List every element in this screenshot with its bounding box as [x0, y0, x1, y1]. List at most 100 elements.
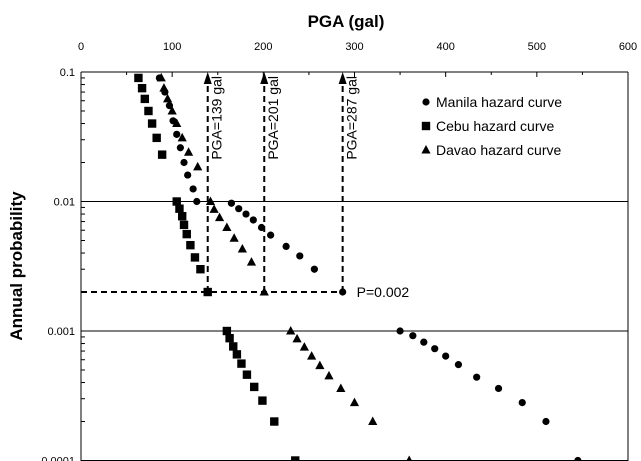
y-tick-label: 0.01: [54, 197, 75, 209]
data-point-triangle: [246, 257, 257, 266]
y-tick-label: 0.1: [60, 67, 75, 79]
data-point-triangle: [159, 83, 169, 92]
data-point-circle: [409, 332, 417, 340]
data-point-triangle: [406, 455, 413, 461]
annotation-label: PGA=139 gal: [209, 76, 225, 160]
data-point-circle: [542, 417, 550, 426]
x-tick-label: 200: [254, 41, 272, 53]
data-point-circle: [396, 327, 404, 335]
data-point-triangle: [292, 333, 302, 343]
legend-marker-circle: [422, 98, 430, 106]
data-point-circle: [310, 265, 318, 273]
legend-marker-triangle: [421, 145, 431, 154]
data-point-square: [250, 382, 259, 392]
y-tick-label: 0.0001: [41, 456, 75, 461]
data-point-circle: [296, 252, 304, 260]
data-point-circle: [431, 345, 439, 353]
data-point-triangle: [205, 196, 216, 205]
data-point-square: [134, 73, 143, 83]
data-point-triangle: [336, 383, 346, 392]
data-point-square: [196, 265, 205, 274]
data-point-circle: [494, 384, 503, 393]
x-tick-label: 300: [345, 41, 363, 53]
arrow-head: [203, 72, 212, 84]
data-point-triangle: [315, 360, 325, 370]
data-point-circle: [242, 210, 250, 218]
data-point-circle: [173, 130, 181, 138]
data-point-triangle: [299, 342, 309, 351]
data-point-square: [140, 94, 150, 104]
data-point-triangle: [237, 243, 247, 253]
legend-marker-square: [421, 121, 431, 131]
y-tick-label: 0.001: [47, 326, 75, 338]
data-point-square: [186, 240, 195, 250]
x-tick-label: 400: [436, 41, 454, 53]
annotation-label: P=0.002: [357, 284, 410, 300]
data-point-circle: [339, 288, 347, 296]
data-point-circle: [282, 242, 290, 251]
data-point-square: [182, 229, 191, 239]
data-point-square: [242, 370, 252, 379]
data-point-square: [229, 342, 238, 351]
data-point-circle: [257, 223, 266, 232]
data-point-square: [258, 396, 267, 405]
data-point-triangle: [286, 326, 296, 335]
data-point-circle: [442, 352, 450, 360]
data-point-triangle: [349, 397, 360, 407]
data-point-square: [270, 417, 279, 426]
legend: Manila hazard curve Cebu hazard curve Dava…: [421, 94, 562, 158]
data-point-triangle: [167, 105, 177, 115]
data-point-square: [237, 359, 246, 368]
data-point-square: [232, 350, 242, 359]
annotation-label: PGA=201 gal: [265, 76, 281, 160]
data-point-triangle: [209, 204, 219, 213]
x-axis-title: PGA (gal): [308, 12, 385, 31]
data-point-circle: [473, 373, 481, 381]
data-point-triangle: [156, 72, 166, 82]
data-point-triangle: [177, 132, 187, 142]
x-tick-label: 500: [528, 41, 546, 53]
data-point-square: [172, 197, 181, 206]
data-point-circle: [574, 456, 582, 461]
data-point-circle: [518, 398, 526, 407]
data-point-square: [147, 119, 157, 128]
data-point-circle: [165, 102, 174, 110]
data-point-triangle: [214, 212, 225, 222]
axes: 0.1 0.01 0.001 0.0001 0 100 200 300 400 500 600: [41, 41, 637, 461]
data-point-triangle: [222, 222, 232, 231]
data-points: [134, 72, 582, 461]
data-point-square: [175, 204, 184, 213]
data-point-triangle: [183, 147, 194, 156]
data-point-circle: [267, 231, 275, 239]
data-point-circle: [193, 197, 201, 206]
data-point-circle: [227, 199, 236, 207]
annotation-label: PGA=287 gal: [344, 76, 360, 160]
data-point-circle: [184, 171, 192, 179]
data-point-triangle: [259, 287, 269, 296]
data-point-square: [137, 83, 147, 93]
data-point-triangle: [324, 370, 334, 380]
data-point-square: [152, 133, 161, 143]
data-point-circle: [249, 216, 257, 224]
reference-lines: PGA=139 gal PGA=201 gal PGA=287 gal P=0.002: [81, 72, 409, 300]
data-point-triangle: [229, 233, 239, 242]
arrow-head: [260, 72, 269, 84]
data-point-square: [203, 287, 212, 297]
data-point-circle: [189, 185, 197, 193]
legend-label: Cebu hazard curve: [436, 118, 555, 134]
data-point-square: [190, 253, 200, 262]
x-tick-label: 0: [78, 41, 84, 53]
data-point-triangle: [368, 416, 378, 426]
data-point-square: [177, 211, 187, 221]
data-point-triangle: [172, 118, 182, 128]
x-tick-label: 600: [619, 41, 637, 53]
data-point-triangle: [193, 161, 203, 171]
data-point-square: [291, 456, 300, 461]
y-axis-title: Annual probability: [7, 191, 26, 341]
legend-label: Davao hazard curve: [436, 142, 562, 158]
data-point-circle: [176, 144, 184, 152]
data-point-square: [225, 333, 234, 343]
data-point-circle: [454, 361, 463, 369]
data-point-square: [179, 220, 189, 230]
